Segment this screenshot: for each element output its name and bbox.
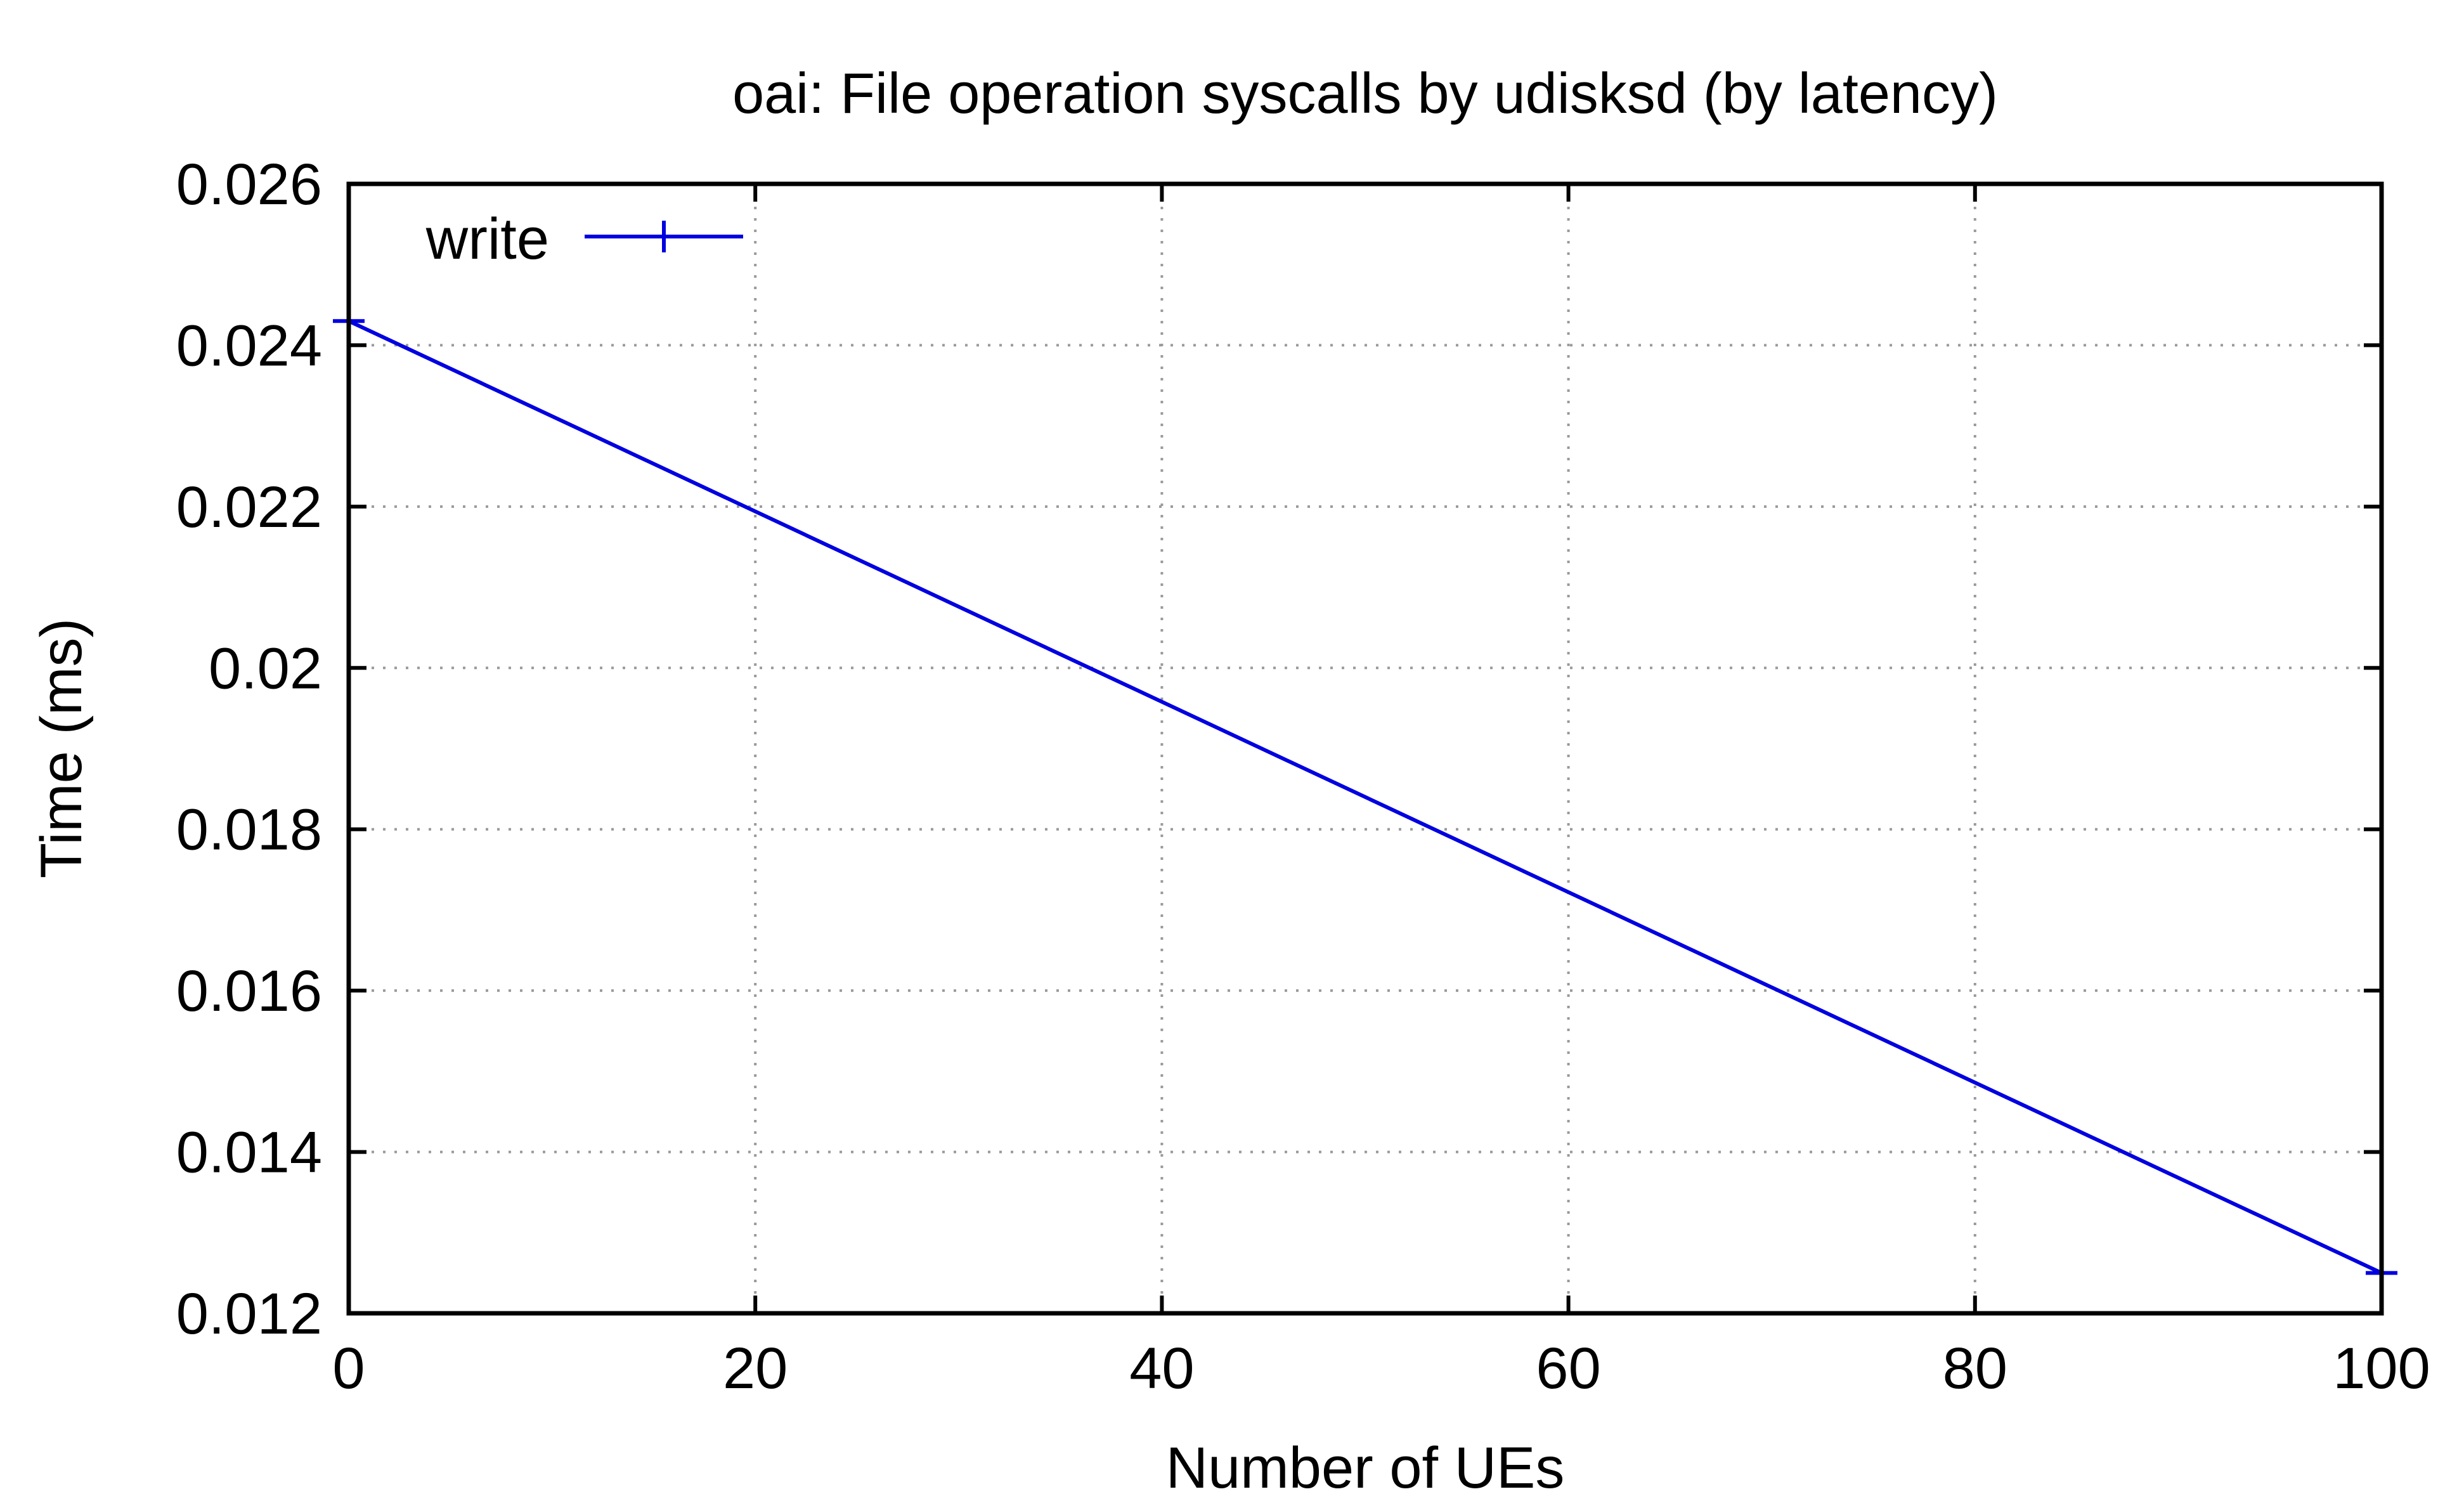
x-axis-label: Number of UEs [1166, 1436, 1565, 1498]
label-layer: oai: File operation syscalls by udisksd … [29, 62, 1998, 1500]
series-line-write [347, 319, 2383, 1275]
series-layer [333, 319, 2397, 1275]
grid-layer [349, 184, 2382, 1313]
y-axis-label: Time (ms) [29, 618, 94, 879]
chart-title: oai: File operation syscalls by udisksd … [732, 62, 1998, 126]
tick-layer: 0 20 40 60 80 100 0.012 0.014 0.016 0.018 0.02 0.02… [176, 152, 2430, 1401]
x-tick-label: 60 [1536, 1336, 1600, 1401]
y-tick-label: 0.026 [176, 152, 322, 217]
y-tick-label: 0.014 [176, 1121, 322, 1185]
y-tick-label: 0.024 [176, 313, 322, 378]
y-tick-label: 0.022 [176, 475, 322, 540]
legend-label-write: write [425, 207, 549, 271]
x-tick-label: 40 [1129, 1336, 1194, 1401]
x-tick-label: 100 [2333, 1336, 2430, 1401]
y-tick-label: 0.012 [176, 1282, 322, 1346]
plot-frame [346, 181, 2384, 1316]
x-tick-label: 0 [332, 1336, 365, 1401]
y-tick-label: 0.016 [176, 959, 322, 1023]
x-tick-label: 20 [723, 1336, 788, 1401]
x-tick-label: 80 [1943, 1336, 2007, 1401]
y-tick-label: 0.018 [176, 798, 322, 862]
y-tick-label: 0.02 [209, 636, 322, 701]
legend: write [425, 207, 743, 271]
